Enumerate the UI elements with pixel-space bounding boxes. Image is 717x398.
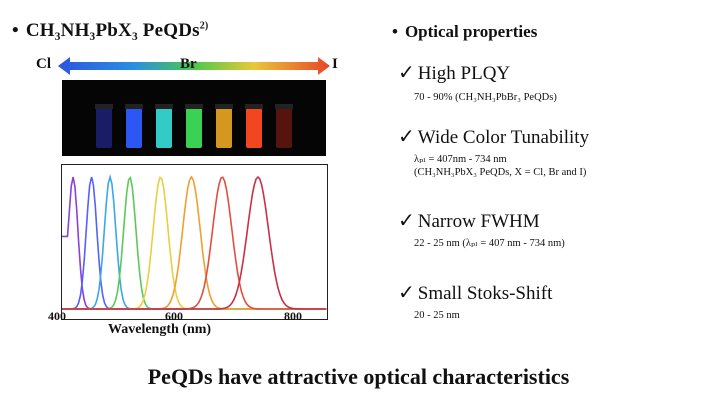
bullet-icon: • (12, 20, 19, 41)
vial-cap (155, 104, 173, 109)
vial-cap (95, 104, 113, 109)
property-detail: 20 - 25 nm (414, 310, 460, 321)
property-label: Small Stoks-Shift (417, 283, 553, 304)
vial (246, 108, 262, 148)
property-detail: (CH₃NH₃PbX₃ PeQDs, X = Cl, Br and I) (414, 167, 587, 178)
emission-spectrum-curve (62, 176, 327, 310)
bullet-icon: • (392, 22, 398, 41)
halide-gradient-arrow (58, 57, 330, 75)
vial-photo (62, 80, 326, 156)
pl-spectra-svg (62, 173, 327, 310)
vial-cap (125, 104, 143, 109)
vials-image (95, 104, 293, 148)
label-br: Br (180, 56, 197, 72)
check-icon: ✓ (398, 208, 415, 232)
check-icon: ✓ (398, 60, 415, 84)
left-panel-title: • CH₃NH₃PbX₃ PeQDs2) (12, 20, 208, 42)
property-label: Narrow FWHM (417, 211, 540, 232)
property-label: Wide Color Tunability (417, 127, 590, 148)
reference-superscript: 2) (199, 20, 209, 32)
vial-cap (245, 104, 263, 109)
property-label: High PLQY (417, 63, 511, 84)
x-tick-600: 600 (165, 309, 183, 323)
property-item: ✓ High PLQY 70 - 90% (CH₃NH₃PbBr₃ PeQDs) (398, 60, 557, 104)
check-icon: ✓ (398, 124, 415, 148)
property-item: ✓ Narrow FWHM 22 - 25 nm (λₚₗ = 407 nm - … (398, 208, 565, 250)
property-item: ✓ Wide Color Tunability λₚₗ = 407nm - 734… (398, 124, 589, 179)
vial-cap (185, 104, 203, 109)
vial (156, 108, 172, 148)
property-item: ✓ Small Stoks-Shift 20 - 25 nm (398, 280, 552, 322)
label-cl: Cl (36, 56, 51, 72)
vial-cap (275, 104, 293, 109)
check-icon: ✓ (398, 280, 415, 304)
vial (126, 108, 142, 148)
vial (276, 108, 292, 148)
label-i: I (332, 56, 338, 72)
vial (96, 108, 112, 148)
vial (186, 108, 202, 148)
emission-spectrum-curve (62, 175, 327, 310)
footer-statement: PeQDs have attractive optical characteri… (147, 364, 570, 389)
x-tick-400: 400 (48, 309, 66, 323)
x-tick-800: 800 (284, 309, 302, 323)
pl-spectrum-plot (61, 164, 328, 320)
right-panel-title: • Optical properties (392, 22, 537, 42)
vial-cap (215, 104, 233, 109)
property-detail: 70 - 90% (CH₃NH₃PbBr₃ PeQDs) (414, 92, 557, 103)
perovskite-formula: CH₃NH₃PbX₃ PeQDs (25, 20, 200, 41)
x-axis-label: Wavelength (nm) (108, 322, 212, 337)
property-detail: 22 - 25 nm (λₚₗ = 407 nm - 734 nm) (414, 238, 565, 249)
optical-properties-heading: Optical properties (404, 22, 538, 41)
property-detail: λₚₗ = 407nm - 734 nm (414, 154, 507, 165)
vial (216, 108, 232, 148)
